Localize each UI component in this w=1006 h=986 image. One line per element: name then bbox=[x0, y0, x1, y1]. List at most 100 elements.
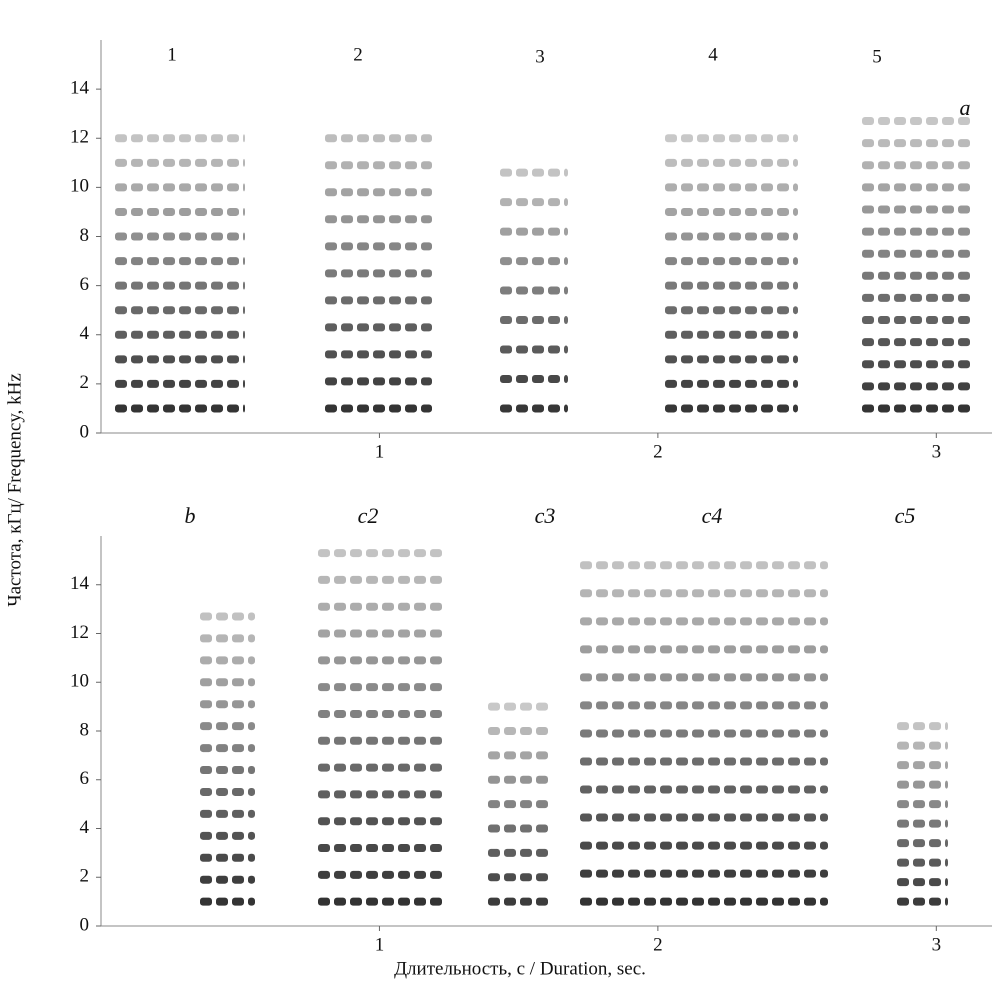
harmonic-band bbox=[897, 800, 909, 808]
harmonic-band bbox=[958, 338, 970, 346]
harmonic-band bbox=[761, 380, 773, 388]
harmonic-band bbox=[612, 561, 624, 569]
harmonic-band bbox=[548, 345, 560, 353]
harmonic-band bbox=[243, 183, 245, 191]
harmonic-band bbox=[227, 355, 239, 363]
harmonic-band bbox=[211, 233, 223, 241]
harmonic-band bbox=[366, 576, 378, 584]
harmonic-band bbox=[580, 673, 592, 681]
harmonic-band bbox=[414, 871, 426, 879]
segment-label: 5 bbox=[872, 46, 882, 67]
harmonic-band bbox=[913, 781, 925, 789]
harmonic-band bbox=[179, 282, 191, 290]
harmonic-band bbox=[195, 208, 207, 216]
harmonic-band bbox=[500, 375, 512, 383]
harmonic-band bbox=[804, 701, 816, 709]
y-tick-label: 4 bbox=[80, 817, 90, 838]
harmonic-band bbox=[211, 380, 223, 388]
harmonic-band bbox=[596, 701, 608, 709]
harmonic-band bbox=[612, 898, 624, 906]
harmonic-band bbox=[804, 898, 816, 906]
harmonic-band bbox=[793, 183, 798, 191]
harmonic-band bbox=[894, 183, 906, 191]
harmonic-band bbox=[761, 282, 773, 290]
harmonic-band bbox=[740, 589, 752, 597]
harmonic-band bbox=[488, 751, 500, 759]
harmonic-band bbox=[724, 898, 736, 906]
harmonic-band bbox=[564, 228, 568, 236]
harmonic-band bbox=[878, 183, 890, 191]
harmonic-band bbox=[676, 898, 688, 906]
harmonic-band bbox=[777, 331, 789, 339]
harmonic-band bbox=[248, 876, 255, 884]
harmonic-band bbox=[580, 561, 592, 569]
harmonic-band bbox=[211, 306, 223, 314]
harmonic-band bbox=[665, 159, 677, 167]
harmonic-band bbox=[325, 377, 337, 385]
harmonic-band bbox=[761, 233, 773, 241]
harmonic-band bbox=[724, 645, 736, 653]
harmonic-band bbox=[692, 898, 704, 906]
harmonic-band bbox=[724, 786, 736, 794]
harmonic-band bbox=[430, 656, 442, 664]
harmonic-band bbox=[724, 561, 736, 569]
harmonic-band bbox=[697, 134, 709, 142]
harmonic-band bbox=[945, 878, 948, 886]
harmonic-band bbox=[926, 404, 938, 412]
harmonic-band bbox=[195, 134, 207, 142]
harmonic-band bbox=[740, 786, 752, 794]
harmonic-band bbox=[366, 683, 378, 691]
harmonic-band bbox=[248, 766, 255, 774]
harmonic-band bbox=[724, 673, 736, 681]
harmonic-band bbox=[897, 761, 909, 769]
harmonic-band bbox=[878, 161, 890, 169]
harmonic-band bbox=[740, 729, 752, 737]
harmonic-band bbox=[248, 788, 255, 796]
harmonic-band bbox=[894, 205, 906, 213]
harmonic-band bbox=[398, 549, 410, 557]
harmonic-band bbox=[756, 786, 768, 794]
harmonic-band bbox=[163, 306, 175, 314]
harmonic-band bbox=[697, 257, 709, 265]
harmonic-band bbox=[430, 576, 442, 584]
harmonic-band bbox=[804, 645, 816, 653]
harmonic-band bbox=[665, 257, 677, 265]
x-tick-label: 3 bbox=[932, 934, 942, 955]
harmonic-band bbox=[628, 673, 640, 681]
harmonic-band bbox=[665, 306, 677, 314]
harmonic-band bbox=[405, 242, 417, 250]
harmonic-band bbox=[357, 323, 369, 331]
harmonic-band bbox=[596, 617, 608, 625]
harmonic-band bbox=[910, 228, 922, 236]
harmonic-band bbox=[248, 810, 255, 818]
harmonic-band bbox=[958, 294, 970, 302]
harmonic-band bbox=[405, 323, 417, 331]
harmonic-band bbox=[894, 316, 906, 324]
harmonic-band bbox=[692, 701, 704, 709]
harmonic-band bbox=[729, 404, 741, 412]
segment-label: 1 bbox=[167, 44, 177, 65]
harmonic-band bbox=[366, 549, 378, 557]
harmonic-band bbox=[660, 898, 672, 906]
harmonic-band bbox=[318, 764, 330, 772]
harmonic-band bbox=[729, 282, 741, 290]
harmonic-band bbox=[913, 878, 925, 886]
harmonic-band bbox=[532, 404, 544, 412]
harmonic-band bbox=[804, 757, 816, 765]
harmonic-band bbox=[131, 208, 143, 216]
harmonic-band bbox=[676, 673, 688, 681]
harmonic-band bbox=[878, 404, 890, 412]
harmonic-band bbox=[325, 161, 337, 169]
harmonic-band bbox=[793, 306, 798, 314]
harmonic-band bbox=[745, 380, 757, 388]
harmonic-band bbox=[942, 228, 954, 236]
harmonic-band bbox=[248, 678, 255, 686]
harmonic-band bbox=[729, 380, 741, 388]
harmonic-band bbox=[334, 549, 346, 557]
harmonic-band bbox=[334, 898, 346, 906]
harmonic-band bbox=[929, 800, 941, 808]
harmonic-band bbox=[334, 737, 346, 745]
harmonic-band bbox=[243, 208, 245, 216]
harmonic-band bbox=[596, 757, 608, 765]
harmonic-band bbox=[761, 306, 773, 314]
